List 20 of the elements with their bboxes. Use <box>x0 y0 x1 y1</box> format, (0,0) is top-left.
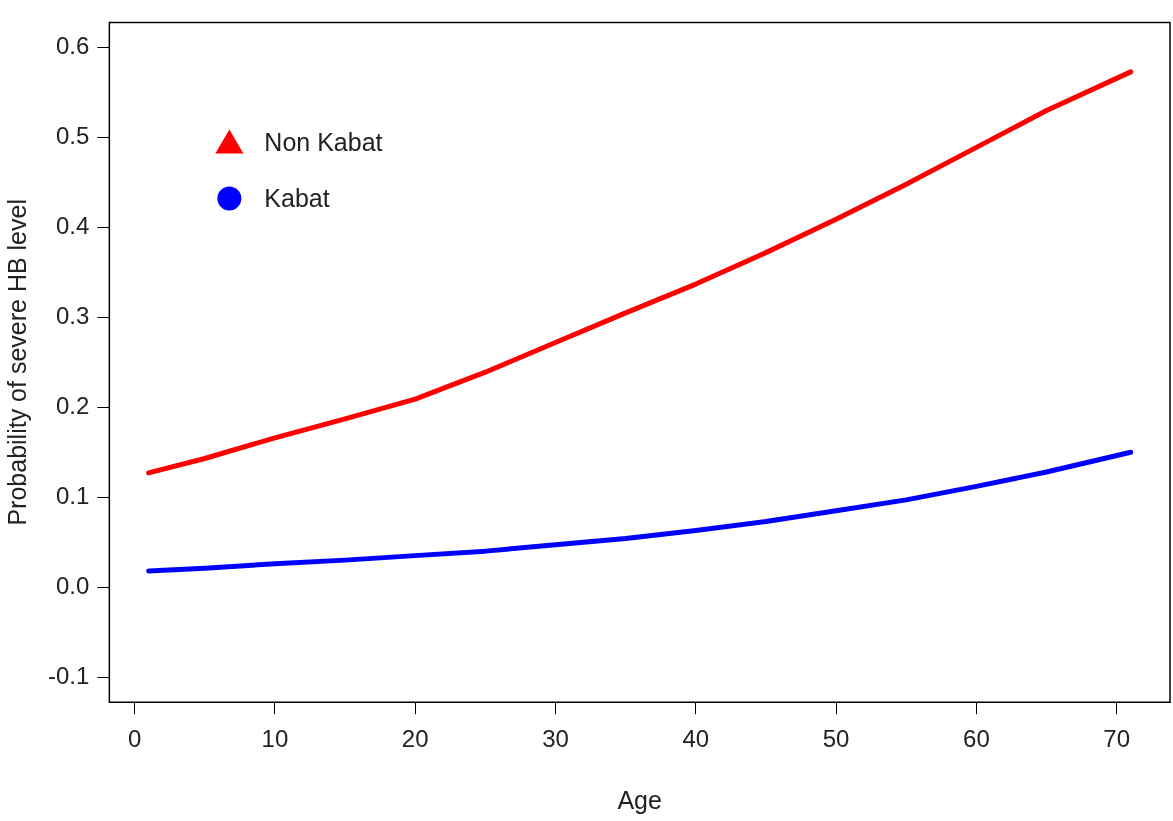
legend-label: Non Kabat <box>264 128 383 157</box>
x-axis-title: Age <box>617 785 662 814</box>
y-axis-title: Probability of severe HB level <box>2 199 31 526</box>
y-tick-label: -0.1 <box>48 661 90 689</box>
x-tick-label: 60 <box>963 725 990 753</box>
x-tick-label: 70 <box>1103 725 1131 753</box>
x-tick-label: 20 <box>401 725 429 753</box>
x-tick-label: 50 <box>822 725 850 753</box>
y-tick-label: 0.0 <box>55 571 90 599</box>
x-tick-label: 0 <box>127 725 142 753</box>
y-tick-label: 0.5 <box>55 122 90 150</box>
y-tick-label: 0.1 <box>55 481 90 509</box>
y-tick-label: 0.3 <box>55 301 90 329</box>
x-tick-label: 10 <box>261 725 289 753</box>
y-tick-label: 0.2 <box>55 391 90 419</box>
x-tick-label: 30 <box>542 725 569 753</box>
y-tick-label: 0.6 <box>55 32 90 60</box>
x-tick-label: 40 <box>682 725 710 753</box>
y-tick-label: 0.4 <box>55 212 90 240</box>
legend-label: Kabat <box>264 184 330 213</box>
